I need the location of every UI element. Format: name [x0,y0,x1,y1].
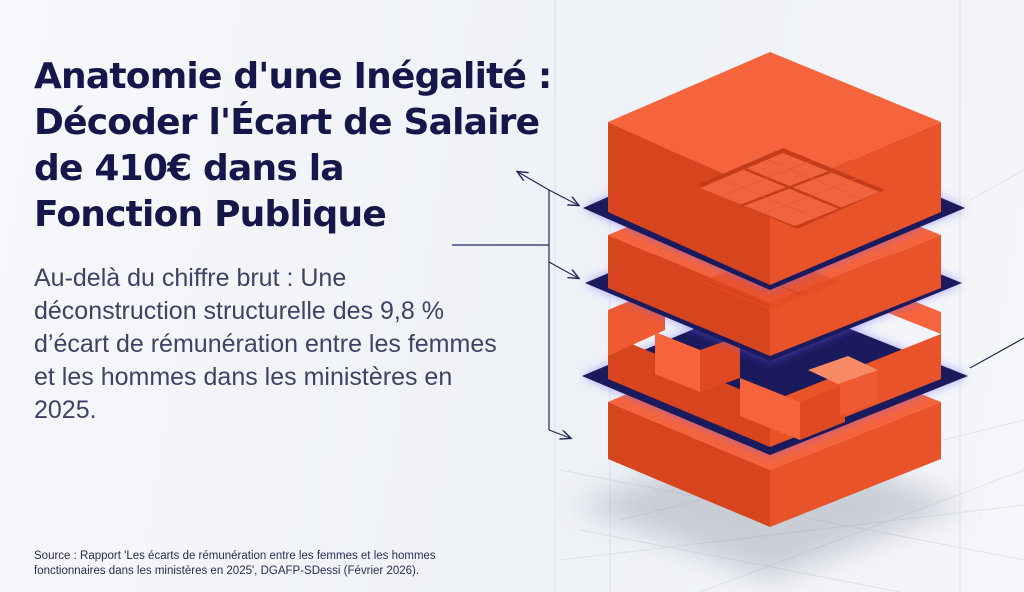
page-title: Anatomie d'une Inégalité : Décoder l'Éca… [34,54,594,238]
title-line-2: Décoder l'Écart de Salaire [34,102,540,143]
title-line-3: de 410€ dans la [34,148,345,189]
intro-text: Au-delà du chiffre brut : Une déconstruc… [34,264,497,424]
separator-3 [582,297,968,455]
title-line-1: Anatomie d'une Inégalité : [34,56,552,97]
annotation-brackets [452,172,1024,438]
block-3 [608,286,941,447]
source-citation: Source : Rapport 'Les écarts de rémunéra… [34,550,436,577]
title-line-4: Fonction Publique [34,194,387,235]
block-1 [608,52,941,285]
